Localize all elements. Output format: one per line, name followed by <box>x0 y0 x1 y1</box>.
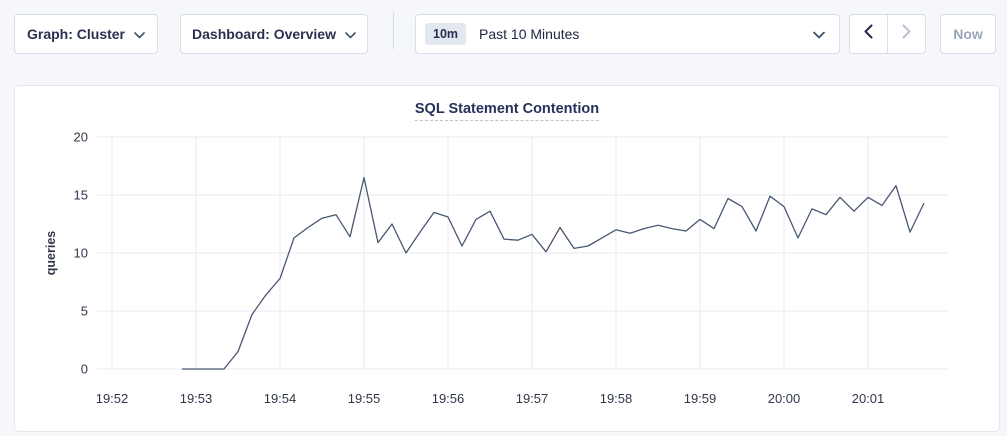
sql-statement-contention-chart[interactable]: 0 5 10 15 20 19:52 19:53 19:54 19:55 19:56 19:57 19… <box>15 86 999 431</box>
chevron-down-icon <box>813 31 825 39</box>
chevron-right-icon <box>902 24 911 44</box>
x-tick-label: 19:52 <box>96 391 129 406</box>
time-range-badge: 10m <box>425 22 467 46</box>
time-window-nav <box>849 14 926 54</box>
chevron-left-icon <box>864 24 873 44</box>
x-tick-label: 20:00 <box>768 391 801 406</box>
y-tick-label: 10 <box>74 246 88 261</box>
chart-card: SQL Statement Contention 0 5 10 15 20 19:52 19… <box>14 85 1000 432</box>
chevron-down-icon <box>134 31 145 39</box>
x-tick-label: 19:53 <box>180 391 213 406</box>
x-tick-label: 19:58 <box>600 391 633 406</box>
time-forward-button[interactable] <box>887 15 925 53</box>
x-tick-label: 19:57 <box>516 391 549 406</box>
dashboard-dropdown[interactable]: Dashboard: Overview <box>180 14 368 54</box>
toolbar-divider <box>393 12 394 49</box>
chevron-down-icon <box>345 31 356 39</box>
y-tick-label: 0 <box>81 362 88 377</box>
y-axis-label: queries <box>44 231 58 276</box>
y-tick-label: 5 <box>81 304 88 319</box>
now-button[interactable]: Now <box>940 14 996 54</box>
graph-dropdown-label: Graph: Cluster <box>26 26 125 42</box>
dashboard-dropdown-label: Dashboard: Overview <box>192 26 336 42</box>
time-back-button[interactable] <box>850 15 887 53</box>
chart-title[interactable]: SQL Statement Contention <box>414 101 600 121</box>
graph-dropdown[interactable]: Graph: Cluster <box>14 14 158 54</box>
time-range-label: Past 10 Minutes <box>479 26 580 42</box>
now-button-label: Now <box>953 26 983 42</box>
time-range-selector[interactable]: 10m Past 10 Minutes <box>415 14 840 54</box>
x-tick-label: 19:54 <box>264 391 297 406</box>
x-tick-label: 19:55 <box>348 391 381 406</box>
series-line-queries <box>182 176 925 370</box>
y-tick-label: 15 <box>74 188 88 203</box>
x-tick-label: 20:01 <box>852 391 885 406</box>
y-tick-label: 20 <box>74 130 88 145</box>
x-tick-label: 19:59 <box>684 391 717 406</box>
x-tick-label: 19:56 <box>432 391 465 406</box>
